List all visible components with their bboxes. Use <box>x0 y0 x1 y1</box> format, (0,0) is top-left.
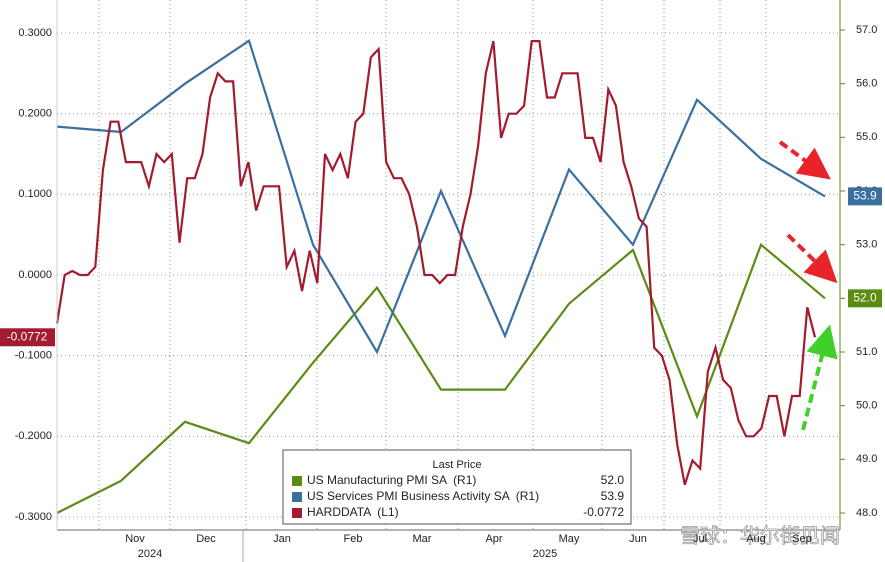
last-value-tag <box>848 289 882 308</box>
x-tick-label: Sep <box>792 533 812 545</box>
y2-tick-label: 55.0 <box>856 131 877 143</box>
y2-tick-label: 57.0 <box>856 24 877 36</box>
y-tick-label: -0.2000 <box>15 430 52 442</box>
legend-label: US Services PMI Business Activity SA (R1… <box>307 489 539 503</box>
legend-label: US Manufacturing PMI SA (R1) <box>307 473 476 487</box>
y-tick-label: -0.3000 <box>15 511 52 523</box>
y2-tick-label: 49.0 <box>856 453 877 465</box>
series-line <box>55 40 817 486</box>
y2-tick-label: 56.0 <box>856 78 877 90</box>
legend-value: -0.0772 <box>583 505 624 519</box>
y-tick-label: -0.1000 <box>15 350 52 362</box>
year-label: 2025 <box>533 548 557 560</box>
legend-swatch <box>292 492 302 502</box>
y2-tick-label: 50.0 <box>856 400 877 412</box>
last-value-label: -0.0772 <box>7 329 48 343</box>
x-tick-label: Jul <box>693 533 707 545</box>
last-value-tag <box>848 187 882 206</box>
last-value-label: 53.9 <box>853 189 877 203</box>
y-tick-label: 0.2000 <box>18 108 52 120</box>
arrow <box>801 324 838 431</box>
x-tick-label: Nov <box>125 533 145 545</box>
legend-value: 52.0 <box>601 473 625 487</box>
y-tick-label: 0.0000 <box>18 269 52 281</box>
arrow <box>786 233 838 284</box>
x-tick-label: Aug <box>746 533 766 545</box>
y-tick-label: 0.3000 <box>18 27 52 39</box>
x-tick-label: Jun <box>629 533 647 545</box>
y2-tick-label: 48.0 <box>856 507 877 519</box>
y2-tick-label: 53.0 <box>856 239 877 251</box>
x-tick-label: Apr <box>485 533 502 545</box>
legend-box <box>282 449 632 525</box>
last-value-label: 52.0 <box>853 291 877 305</box>
x-tick-label: Mar <box>413 533 432 545</box>
legend-value: 53.9 <box>601 489 625 503</box>
legend-swatch <box>292 476 302 486</box>
series-line <box>56 38 826 355</box>
y-tick-label: 0.1000 <box>18 188 52 200</box>
series-line <box>56 242 826 514</box>
legend-label: HARDDATA (L1) <box>307 505 399 519</box>
x-tick-label: Feb <box>344 533 363 545</box>
y2-tick-label: 51.0 <box>856 346 877 358</box>
x-tick-label: Dec <box>196 533 216 545</box>
x-tick-label: Jan <box>273 533 291 545</box>
arrow <box>778 140 831 180</box>
watermark: 雪球：华尔街见闻 <box>680 524 840 547</box>
x-tick-label: May <box>559 533 580 545</box>
last-value-tag <box>0 328 55 347</box>
legend-swatch <box>292 508 302 518</box>
year-label: 2024 <box>138 548 162 560</box>
legend-title: Last Price <box>433 459 482 471</box>
